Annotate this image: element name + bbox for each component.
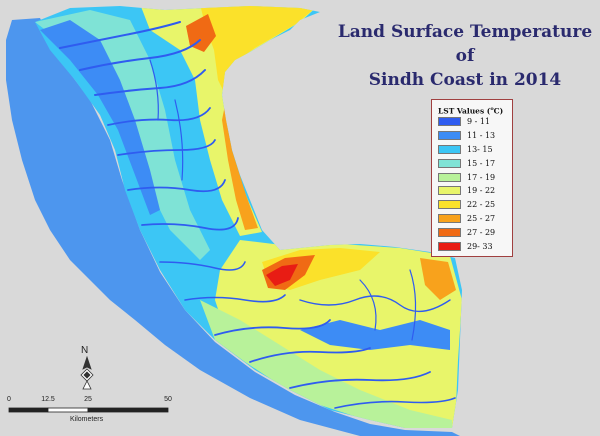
scale-tick-50: 50 xyxy=(164,396,172,403)
legend-label: 29- 33 xyxy=(467,241,493,251)
legend-label: 22 - 25 xyxy=(467,200,496,210)
legend-item: 29- 33 xyxy=(438,239,508,253)
legend-item: 17 - 19 xyxy=(438,170,508,184)
map-title-line-2: of xyxy=(455,46,475,66)
legend-swatch xyxy=(438,172,461,182)
map-title-line-1: Land Surface Temperature xyxy=(337,22,593,42)
legend-swatch xyxy=(438,117,461,127)
scale-tick-12-5: 12.5 xyxy=(41,396,55,403)
legend-label: 19 - 22 xyxy=(467,186,496,196)
legend: LST Values (oC) 9 - 11 11 - 13 13- 15 15 - … xyxy=(431,99,513,257)
legend-label: 15 - 17 xyxy=(467,158,496,168)
legend-swatch xyxy=(438,227,461,237)
legend-item: 11 - 13 xyxy=(438,129,508,143)
creek-network xyxy=(59,21,456,409)
scale-bar-segments xyxy=(8,407,169,413)
legend-item: 13- 15 xyxy=(438,143,508,157)
legend-title: LST Values (oC) xyxy=(438,106,504,116)
map-title-line-3: Sindh Coast in 2014 xyxy=(368,70,562,90)
legend-label: 9 - 11 xyxy=(467,117,491,127)
scale-unit: Kilometers xyxy=(70,416,104,423)
legend-items: 9 - 11 11 - 13 13- 15 15 - 17 17 - 19 19 - 22… xyxy=(438,115,508,253)
legend-item: 27 - 29 xyxy=(438,225,508,239)
legend-item: 25 - 27 xyxy=(438,212,508,226)
legend-swatch xyxy=(438,158,461,168)
legend-item: 9 - 11 xyxy=(438,115,508,129)
legend-swatch xyxy=(438,131,461,141)
legend-item: 15 - 17 xyxy=(438,156,508,170)
legend-label: 17 - 19 xyxy=(467,172,496,182)
north-label: N xyxy=(81,345,89,356)
legend-swatch xyxy=(438,241,461,251)
legend-label: 13- 15 xyxy=(467,144,493,154)
legend-label: 11 - 13 xyxy=(467,131,496,141)
legend-swatch xyxy=(438,200,461,210)
legend-swatch xyxy=(438,213,461,223)
legend-item: 19 - 22 xyxy=(438,184,508,198)
sea-area xyxy=(6,18,460,436)
scale-tick-25: 25 xyxy=(84,396,92,403)
north-arrow-icon xyxy=(80,355,94,390)
scale-bar: 0 12.5 25 50 Kilometers xyxy=(6,396,186,430)
temperature-zones xyxy=(35,6,462,428)
legend-label: 25 - 27 xyxy=(467,213,496,223)
legend-swatch xyxy=(438,144,461,154)
legend-label: 27 - 29 xyxy=(467,227,496,237)
north-arrow: N xyxy=(72,345,102,393)
scale-tick-0: 0 xyxy=(7,396,11,403)
legend-item: 22 - 25 xyxy=(438,198,508,212)
legend-swatch xyxy=(438,186,461,196)
